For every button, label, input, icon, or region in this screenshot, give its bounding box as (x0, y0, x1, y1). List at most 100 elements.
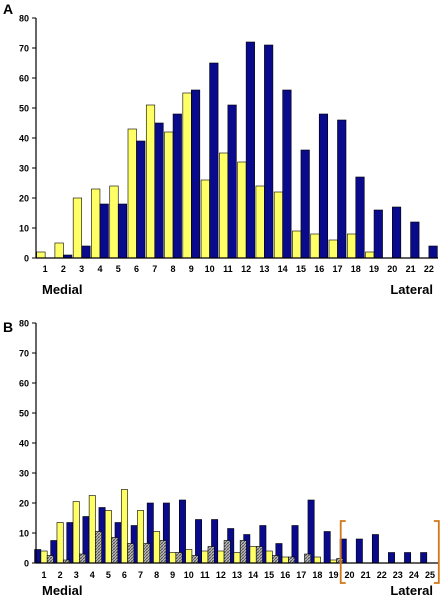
bar-yellow-8 (153, 531, 161, 564)
bar-yellow-9 (169, 552, 177, 564)
bar-hatch-4 (95, 531, 103, 564)
bracket-right (433, 520, 440, 584)
bracket-left (339, 520, 346, 584)
bar-yellow-2 (56, 522, 64, 564)
bar-yellow-12 (237, 161, 247, 259)
bar-navy-11 (227, 104, 237, 259)
x-tick-label: 18 (312, 570, 322, 580)
bar-yellow-19 (365, 251, 375, 259)
bar-hatch-13 (239, 540, 247, 564)
x-tick-label: 23 (393, 570, 403, 580)
bar-hatch-19 (336, 558, 344, 564)
y-tick-label: 30 (19, 469, 29, 479)
bar-yellow-18 (346, 233, 357, 259)
panel-label: A (3, 1, 13, 17)
bar-hatch-8 (159, 540, 167, 564)
x-tick-label: 14 (248, 570, 258, 580)
x-tick-label: 21 (361, 570, 371, 580)
bar-yellow-14 (273, 191, 283, 259)
y-tick-label: 50 (19, 409, 29, 419)
bar-navy-3 (66, 522, 74, 564)
bar-yellow-5 (109, 185, 119, 259)
y-tick-label: 60 (19, 379, 29, 389)
x-tick-label: 20 (387, 264, 397, 274)
bar-yellow-12 (217, 550, 225, 564)
x-tick-label: 8 (171, 264, 176, 274)
bar-yellow-13 (233, 552, 241, 564)
y-tick-label: 70 (19, 44, 29, 54)
x-tick-label: 5 (106, 570, 111, 580)
y-tick-label: 40 (19, 439, 29, 449)
x-tick-label: 7 (138, 570, 143, 580)
bar-yellow-4 (88, 495, 96, 564)
x-tick-label: 21 (406, 264, 416, 274)
bar-navy-18 (355, 176, 365, 259)
bar-hatch-17 (304, 553, 312, 564)
bar-navy-12 (245, 41, 255, 259)
x-tick-label: 10 (184, 570, 194, 580)
x-tick-label: 15 (296, 264, 306, 274)
x-tick-label: 2 (61, 264, 66, 274)
bar-hatch-12 (223, 540, 231, 564)
bar-navy-20 (392, 206, 402, 259)
bar-yellow-11 (201, 550, 209, 564)
y-tick-label: 20 (19, 499, 29, 509)
bar-hatch-16 (288, 556, 295, 564)
x-tick-label: 15 (264, 570, 274, 580)
bar-hatch-5 (111, 537, 119, 564)
bar-yellow-4 (91, 188, 101, 259)
bar-yellow-3 (72, 197, 82, 259)
bar-yellow-3 (72, 501, 80, 564)
x-tick-label: 24 (409, 570, 419, 580)
bar-yellow-1 (40, 550, 48, 564)
x-tick-label: 10 (205, 264, 215, 274)
x-tick-label: 4 (90, 570, 95, 580)
x-tick-label: 6 (122, 570, 127, 580)
x-end-label-left: Medial (42, 282, 82, 297)
bar-yellow-6 (127, 128, 137, 259)
bar-yellow-16 (281, 556, 289, 564)
bar-navy-18 (307, 499, 315, 564)
x-end-label-left: Medial (42, 583, 82, 598)
x-tick-label: 9 (170, 570, 175, 580)
bar-navy-16 (318, 113, 329, 259)
x-tick-label: 9 (189, 264, 194, 274)
bar-navy-10 (209, 62, 219, 259)
bar-hatch-6 (127, 543, 135, 564)
bar-yellow-6 (120, 489, 128, 564)
x-end-label-right: Lateral (390, 583, 433, 598)
x-tick-label: 14 (278, 264, 288, 274)
bar-hatch-9 (175, 552, 183, 564)
x-tick-label: 17 (332, 264, 342, 274)
x-tick-label: 3 (79, 264, 84, 274)
x-tick-label: 25 (425, 570, 435, 580)
bar-navy-4 (99, 203, 109, 259)
x-tick-label: 7 (152, 264, 157, 274)
bar-hatch-11 (207, 546, 215, 564)
x-tick-label: 19 (328, 570, 338, 580)
x-tick-label: 11 (223, 264, 233, 274)
bar-navy-21 (355, 538, 363, 564)
y-tick-label: 10 (19, 224, 29, 234)
bar-navy-24 (404, 552, 412, 564)
bar-navy-8 (172, 113, 182, 259)
x-tick-label: 22 (377, 570, 387, 580)
bar-navy-22 (428, 245, 438, 259)
x-tick-label: 22 (424, 264, 434, 274)
bar-yellow-7 (137, 510, 144, 564)
bar-navy-17 (337, 119, 347, 259)
x-tick-label: 13 (232, 570, 242, 580)
bar-navy-14 (282, 89, 292, 259)
x-tick-label: 1 (42, 570, 47, 580)
x-tick-label: 6 (134, 264, 139, 274)
bar-yellow-11 (219, 152, 229, 259)
bar-navy-5 (117, 203, 128, 259)
x-tick-label: 19 (369, 264, 379, 274)
x-tick-label: 17 (296, 570, 306, 580)
y-tick-label: 0 (24, 559, 29, 569)
bar-navy-21 (410, 221, 420, 259)
bar-navy-7 (154, 122, 164, 259)
